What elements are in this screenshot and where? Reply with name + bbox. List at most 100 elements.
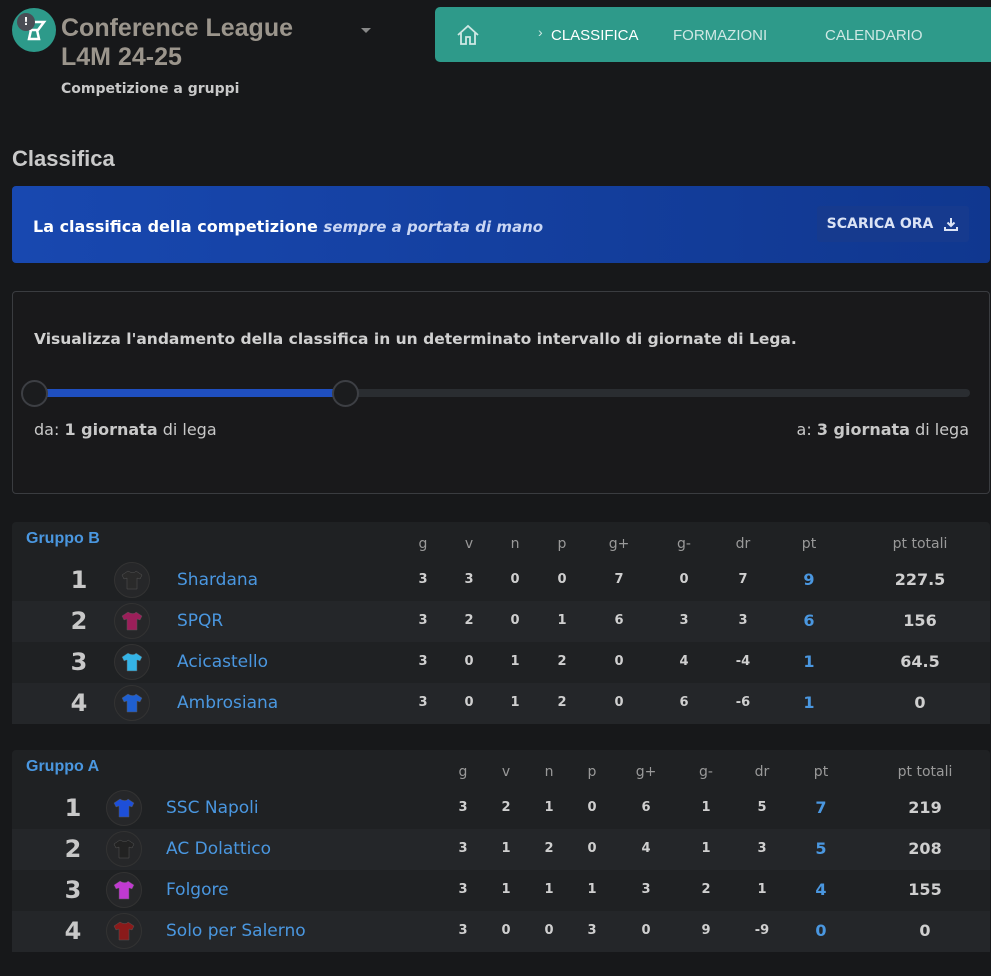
stat-cell: 2: [464, 613, 474, 628]
nav-formazioni[interactable]: FORMAZIONI: [673, 27, 768, 44]
stat-cell: 6: [614, 613, 624, 628]
team-kit-icon: [106, 790, 142, 826]
range-panel: Visualizza l'andamento della classifica …: [12, 291, 990, 494]
range-slider-fill: [34, 389, 346, 397]
stat-cell: 0: [614, 695, 624, 710]
points: 9: [803, 570, 815, 589]
stat-cell: 3: [418, 572, 428, 587]
group-name: Gruppo A: [26, 758, 100, 775]
download-icon: [944, 218, 959, 231]
stat-cell: 2: [557, 654, 567, 669]
stat-cell: 1: [544, 800, 554, 815]
competition-title[interactable]: Conference League L4M 24-25: [61, 14, 294, 71]
stat-cell: 6: [641, 800, 651, 815]
points: 1: [803, 693, 815, 712]
rank: 4: [64, 917, 82, 945]
stat-cell: 3: [418, 613, 428, 628]
table-row[interactable]: 1 SSC Napoli 3 2 1 0 6 1 5 7 219: [12, 788, 990, 829]
team-name-link[interactable]: SSC Napoli: [166, 798, 259, 818]
stat-cell: 1: [701, 841, 711, 856]
stat-cell: -6: [735, 695, 751, 710]
column-header: dr: [754, 764, 770, 780]
stat-cell: 7: [614, 572, 624, 587]
range-slider-from-handle[interactable]: [21, 380, 48, 407]
column-header: g-: [699, 764, 713, 780]
nav-calendario[interactable]: CALENDARIO: [825, 27, 923, 44]
home-icon[interactable]: [455, 22, 481, 48]
team-name-link[interactable]: SPQR: [177, 611, 224, 631]
range-slider-track[interactable]: [34, 389, 970, 397]
stat-cell: 1: [587, 882, 597, 897]
total-points: 219: [908, 798, 942, 817]
stat-cell: 0: [544, 923, 554, 938]
table-header: g v n p g+ g-dr pt pt totali: [12, 750, 990, 791]
rank: 1: [70, 566, 88, 594]
team-kit-icon: [114, 644, 150, 680]
stat-cell: 0: [614, 654, 624, 669]
download-banner: La classifica della competizione sempre …: [12, 186, 990, 263]
column-header: g-: [677, 536, 691, 552]
column-header: g: [418, 536, 428, 552]
range-description: Visualizza l'andamento della classifica …: [34, 330, 797, 348]
stat-cell: 1: [557, 613, 567, 628]
stat-cell: 3: [679, 613, 689, 628]
column-header: p: [557, 536, 567, 552]
stat-cell: 2: [701, 882, 711, 897]
table-row[interactable]: 1 Shardana 3 3 0 0 7 0 7 9 227.5: [12, 560, 990, 601]
stat-cell: 0: [587, 800, 597, 815]
rank: 3: [64, 876, 82, 904]
nav-classifica[interactable]: CLASSIFICA: [551, 27, 639, 44]
stat-cell: 9: [701, 923, 711, 938]
rank: 1: [64, 794, 82, 822]
standings-table-1: Gruppo A g v n p g+ g-dr pt pt totali 1 SSC Napoli…: [12, 750, 990, 952]
team-kit-icon: [106, 831, 142, 867]
stat-cell: 0: [464, 654, 474, 669]
stat-cell: 3: [418, 695, 428, 710]
table-row[interactable]: 4 Ambrosiana 3 0 1 2 0 6 -6 1 0: [12, 683, 990, 724]
stat-cell: -4: [735, 654, 751, 669]
column-header: dr: [735, 536, 751, 552]
table-row[interactable]: 2 SPQR 3 2 0 1 6 3 3 6 156: [12, 601, 990, 642]
points: 5: [815, 839, 827, 858]
stat-cell: 6: [679, 695, 689, 710]
points: 6: [803, 611, 815, 630]
stat-cell: 3: [641, 882, 651, 897]
dropdown-caret-icon[interactable]: [361, 28, 371, 33]
team-name-link[interactable]: AC Dolattico: [166, 839, 272, 859]
stat-cell: 1: [544, 882, 554, 897]
alert-badge: !: [17, 13, 35, 31]
range-slider-to-handle[interactable]: [332, 380, 359, 407]
group-name: Gruppo B: [26, 530, 100, 547]
total-points: 156: [903, 611, 937, 630]
download-button[interactable]: SCARICA ORA: [817, 206, 969, 242]
column-header: pt totali: [897, 764, 953, 780]
chevron-right-icon: ›: [538, 24, 543, 40]
range-to-label: a: 3 giornata di lega: [796, 420, 969, 439]
total-points: 155: [908, 880, 942, 899]
stat-cell: 0: [679, 572, 689, 587]
table-header: g v n p g+ g-dr pt pt totali: [12, 522, 990, 563]
stat-cell: 0: [510, 572, 520, 587]
stat-cell: 1: [501, 841, 511, 856]
stat-cell: 1: [757, 882, 767, 897]
table-row[interactable]: 3 Acicastello 3 0 1 2 0 4 -4 1 64.5: [12, 642, 990, 683]
team-name-link[interactable]: Acicastello: [177, 652, 268, 672]
table-row[interactable]: 4 Solo per Salerno 3 0 0 3 0 9 -9 0 0: [12, 911, 990, 952]
top-nav: › CLASSIFICA FORMAZIONI CALENDARIO: [435, 7, 991, 62]
stat-cell: 0: [464, 695, 474, 710]
banner-text: La classifica della competizione sempre …: [33, 217, 544, 236]
team-name-link[interactable]: Folgore: [166, 880, 229, 900]
stat-cell: 2: [544, 841, 554, 856]
total-points: 227.5: [894, 570, 946, 589]
stat-cell: 1: [510, 695, 520, 710]
rank: 2: [64, 835, 82, 863]
table-row[interactable]: 2 AC Dolattico 3 1 2 0 4 1 3 5 208: [12, 829, 990, 870]
column-header: pt totali: [892, 536, 948, 552]
team-name-link[interactable]: Shardana: [177, 570, 259, 590]
stat-cell: 2: [501, 800, 511, 815]
team-name-link[interactable]: Ambrosiana: [177, 693, 279, 713]
column-header: g+: [608, 536, 630, 552]
table-row[interactable]: 3 Folgore 3 1 1 1 3 2 1 4 155: [12, 870, 990, 911]
team-name-link[interactable]: Solo per Salerno: [166, 921, 306, 941]
